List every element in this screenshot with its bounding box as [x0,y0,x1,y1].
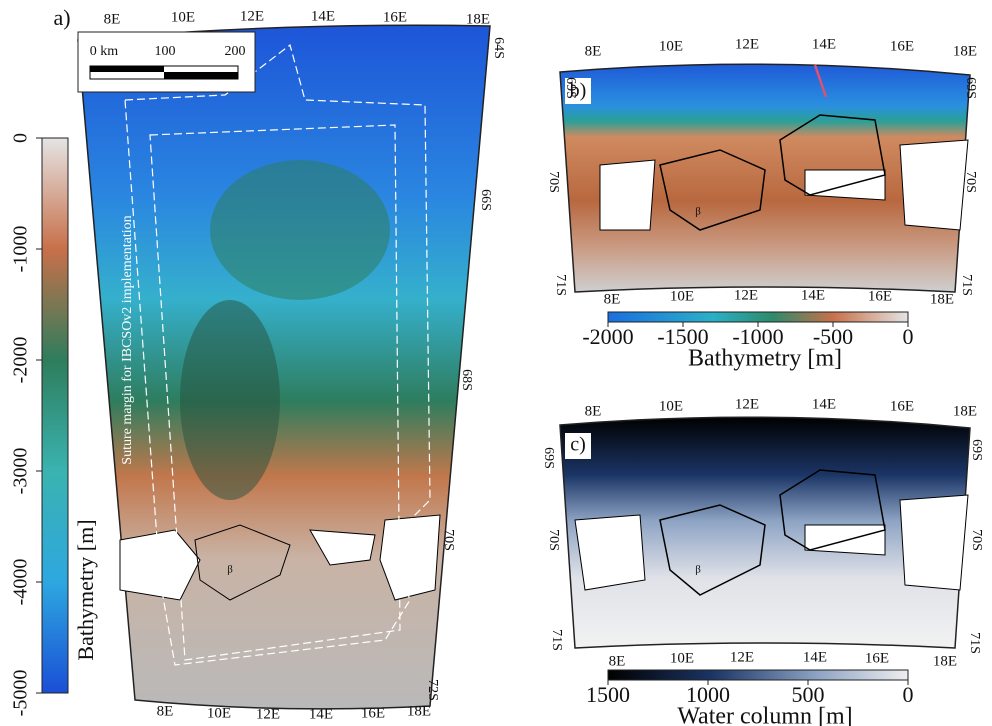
coord-label: 18E [466,11,490,27]
coord-label: 12E [735,36,759,52]
coord-label: 100 [155,44,176,59]
coord-label: 69S [963,77,978,99]
coord-label: 18E [930,291,954,307]
coord-label: 16E [890,398,914,414]
coord-label: 16E [868,288,892,304]
annotation: Suture margin for IBCSOv2 implementation [120,215,135,464]
coord-label: 71S [553,274,568,296]
coord-label: 14E [803,649,827,665]
coord-label: 14E [812,36,836,52]
tick-label: -5000 [10,670,32,717]
coord-label: 69S [541,447,556,469]
colorbar-a [42,138,68,693]
coord-label: 8E [585,403,602,419]
coord-label: 71S [549,629,564,651]
coord-label: 69S [563,77,578,99]
coord-label: 18E [953,403,977,419]
coord-label: 0 km [90,44,119,59]
tick-label: 1500 [586,682,630,707]
scale-bar-box [78,32,255,92]
coord-label: 18E [953,43,977,59]
land [900,495,968,590]
coord-label: 14E [801,287,825,303]
colorbar-b [608,312,908,322]
tick-label: 0 [903,682,914,707]
tick-label: -3000 [10,448,32,495]
coord-label: 8E [157,703,174,719]
tick-label: 0 [10,133,32,143]
coord-label: 14E [812,396,836,412]
coord-label: 16E [383,9,407,25]
scale-bar [164,72,238,79]
feature-label: β [695,564,701,576]
land [575,515,645,590]
coord-label: 18E [407,703,431,719]
coord-label: 8E [604,291,621,307]
coord-label: 8E [609,653,626,669]
figure: Suture margin for IBCSOv2 implementation… [0,0,992,726]
coord-label: 70S [963,171,978,193]
scale-bar [90,66,164,72]
colorbar-label: Water column [m] [677,704,852,726]
coord-label: 72S [425,679,440,701]
ridge [180,300,280,500]
coord-label: 10E [670,288,694,304]
coord-label: 16E [890,38,914,54]
tick-label: -2000 [582,324,633,349]
coord-label: 12E [734,287,758,303]
tick-label: -1000 [10,226,32,273]
coord-label: 16E [361,705,385,721]
coord-label: 200 [225,44,246,59]
coord-label: 70S [546,171,561,193]
coord-label: 14E [311,8,335,24]
coord-label: 18E [933,653,957,669]
tick-label: 0 [903,324,914,349]
coord-label: 70S [969,529,984,551]
coord-label: 10E [659,38,683,54]
land [900,140,968,230]
coord-label: 10E [207,705,231,721]
coord-label: 14E [309,706,333,722]
coord-label: 10E [670,650,694,666]
coord-label: 12E [730,649,754,665]
coord-label: 10E [659,398,683,414]
coord-label: 12E [256,706,280,722]
feature-label: β [227,564,233,576]
colorbar-label: Bathymetry [m] [73,519,98,660]
coord-label: 12E [735,396,759,412]
tick-label: -4000 [10,559,32,606]
coord-label: 69S [969,439,984,461]
coord-label: 10E [171,9,195,25]
coord-label: 8E [104,11,121,27]
panel-label: a) [53,5,70,30]
colorbar-label: Bathymetry [m] [688,346,842,372]
coord-label: 64S [491,37,506,59]
ridge [210,160,390,300]
coord-label: 71S [967,632,982,654]
coord-label: 70S [441,529,456,551]
feature-label: β [695,206,701,218]
coord-label: 68S [459,369,474,391]
coord-label: 66S [478,189,493,211]
map-a [78,25,490,709]
coord-label: 12E [240,8,264,24]
coord-label: 71S [959,274,974,296]
tick-label: -2000 [10,337,32,384]
coord-label: 8E [585,43,602,59]
land [600,160,655,230]
panel-label: c) [570,434,586,456]
coord-label: 16E [865,650,889,666]
colorbar-c [608,670,908,680]
coord-label: 70S [546,529,561,551]
